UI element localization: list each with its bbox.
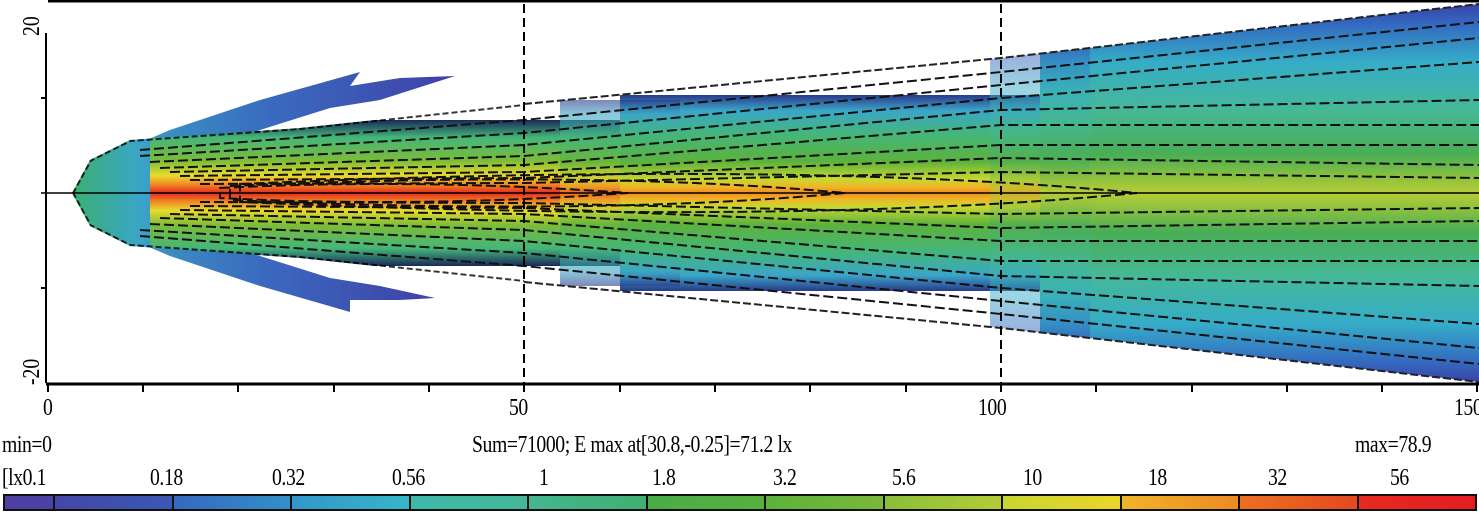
max-label: max=78.9 bbox=[1355, 432, 1432, 458]
y-tick-label-minus20: -20 bbox=[19, 358, 45, 385]
colorbar-segment bbox=[882, 496, 1001, 509]
colorbar-label-10: 10 bbox=[1023, 465, 1042, 491]
colorbar-label-0.56: 0.56 bbox=[392, 465, 425, 491]
colorbar-label-32: 32 bbox=[1268, 465, 1287, 491]
colorbar-label-3.2: 3.2 bbox=[773, 465, 797, 491]
colorbar-label-56: 56 bbox=[1390, 465, 1409, 491]
colorbar-segment bbox=[645, 496, 764, 509]
colorbar-segment bbox=[1001, 496, 1120, 509]
x-tick-label-50: 50 bbox=[509, 395, 528, 421]
colorbar-segment bbox=[53, 496, 172, 509]
colorbar-label-0.32: 0.32 bbox=[272, 465, 305, 491]
x-tick-label-0: 0 bbox=[43, 395, 53, 421]
colorbar-label-1.8: 1.8 bbox=[652, 465, 676, 491]
x-tick-label-150: 150 bbox=[1454, 395, 1479, 421]
colorbar-label-0.18: 0.18 bbox=[150, 465, 183, 491]
colorbar-segment bbox=[408, 496, 527, 509]
stats-label: Sum=71000; E max at[30.8,-0.25]=71.2 lx bbox=[472, 432, 792, 458]
colorbar-label-18: 18 bbox=[1148, 465, 1167, 491]
colorbar-segment bbox=[1356, 496, 1475, 509]
colorbar bbox=[3, 494, 1477, 511]
colorbar-segment bbox=[1238, 496, 1357, 509]
colorbar-label-unit-0.1: [lx0.1 bbox=[2, 465, 47, 491]
colorbar-label-1: 1 bbox=[539, 465, 549, 491]
colorbar-segment bbox=[527, 496, 646, 509]
colorbar-segment bbox=[1119, 496, 1238, 509]
colorbar-segment bbox=[764, 496, 883, 509]
colorbar-segment bbox=[5, 496, 53, 509]
y-tick-label-20: 20 bbox=[19, 16, 45, 36]
colorbar-segment bbox=[290, 496, 409, 509]
colorbar-segment bbox=[171, 496, 290, 509]
min-label: min=0 bbox=[2, 432, 52, 458]
x-axis-ticks bbox=[47, 384, 1478, 392]
colorbar-label-5.6: 5.6 bbox=[892, 465, 916, 491]
x-tick-label-100: 100 bbox=[978, 395, 1007, 421]
